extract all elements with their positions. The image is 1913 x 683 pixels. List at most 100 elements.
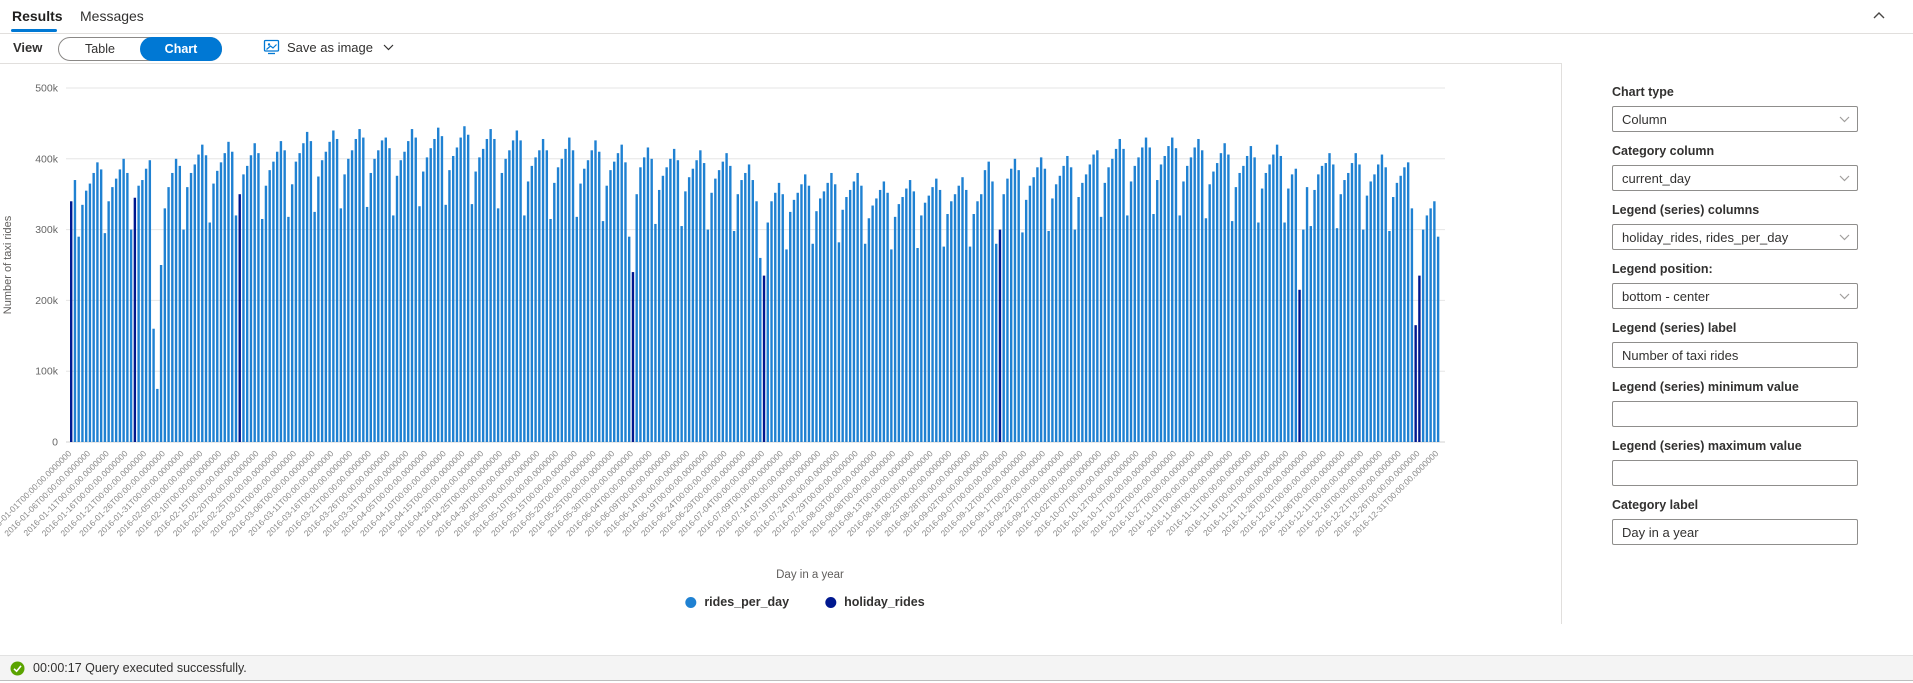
bar-rides-per-day [231,151,234,442]
bar-rides-per-day [523,215,526,442]
legend-label-input-box[interactable] [1612,342,1858,368]
bar-rides-per-day [901,197,904,442]
bar-rides-per-day [354,138,358,442]
bar-rides-per-day [1133,165,1136,442]
legend-min-input[interactable] [1622,402,1848,426]
bar-rides-per-day [845,197,848,442]
legend-position-label: Legend position: [1612,262,1713,276]
bar-rides-per-day [1227,154,1230,443]
bar-rides-per-day [204,155,208,442]
bar-rides-per-day [1287,188,1290,442]
bar-rides-per-day [635,194,638,442]
bar-rides-per-day [1073,229,1077,442]
bar-rides-per-day [96,162,99,442]
collapse-pane-button[interactable] [1871,9,1887,23]
bar-rides-per-day [616,153,620,442]
view-toggle-table[interactable]: Table [85,42,115,56]
bar-rides-per-day [1024,199,1028,442]
bar-rides-per-day [583,168,586,442]
tab-messages[interactable]: Messages [80,8,144,24]
bar-rides-per-day [1242,165,1245,442]
bar-rides-per-day [283,150,286,443]
bar-rides-per-day [399,160,402,442]
category-label-input-box[interactable] [1612,519,1858,545]
bar-rides-per-day [174,158,178,443]
bar-rides-per-day [227,141,230,442]
chart-type-select[interactable]: Column [1612,106,1858,132]
bar-rides-per-day [1043,168,1047,442]
view-toggle-chart[interactable]: Chart [140,37,222,61]
bar-rides-per-day [451,155,455,442]
bar-rides-per-day [890,249,893,442]
bar-rides-per-day [1118,138,1121,442]
bar-rides-per-day [343,174,346,442]
bar-rides-per-day [702,163,706,443]
bar-rides-per-day [556,167,560,443]
legend-item-rides_per_day[interactable]: rides_per_day [685,595,789,609]
bar-rides-per-day [324,151,328,442]
legend-max-input-box[interactable] [1612,460,1858,486]
bar-rides-per-day [751,180,754,442]
bar-rides-per-day [867,218,871,442]
bar-rides-per-day [538,150,541,443]
bar-rides-per-day [807,185,811,442]
bar-rides-per-day [493,138,496,442]
bar-rides-per-day [1429,208,1432,442]
field-category-column: Category column current_day [1612,144,1858,191]
bar-rides-per-day [1077,197,1080,442]
save-as-image-button[interactable]: Save as image [263,39,394,55]
chevron-down-icon [1839,175,1850,182]
bar-rides-per-day [1395,182,1399,442]
bar-rides-per-day [725,153,728,442]
bar-rides-per-day [972,214,975,442]
bar-rides-per-day [871,205,874,442]
bar-rides-per-day [1189,157,1193,442]
bar-rides-per-day [249,155,253,442]
bar-rides-per-day [275,151,279,442]
bar-rides-per-day [193,164,196,442]
bar-rides-per-day [1272,154,1275,443]
bar-rides-per-day [920,215,923,442]
category-label-input[interactable] [1622,520,1848,544]
bar-rides-per-day [317,176,320,442]
bar-rides-per-day [642,157,646,442]
legend-columns-value: holiday_rides, rides_per_day [1622,229,1789,245]
bar-rides-per-day [167,187,170,442]
legend-max-input[interactable] [1622,461,1848,485]
bar-rides-per-day [84,190,88,442]
bar-rides-per-day [489,129,492,442]
bar-rides-per-day [575,216,578,442]
bar-rides-per-day [1294,168,1298,442]
bar-holiday-rides [238,194,241,442]
legend-columns-select[interactable]: holiday_rides, rides_per_day [1612,224,1858,250]
bar-rides-per-day [1391,197,1395,442]
bar-rides-per-day [1088,164,1092,442]
bar-rides-per-day [373,158,376,443]
bar-rides-per-day [212,183,215,442]
legend-label-input[interactable] [1622,343,1848,367]
legend-item-holiday_rides[interactable]: holiday_rides [825,595,925,609]
bar-rides-per-day [744,172,747,442]
bar-rides-per-day [478,157,481,442]
bar-rides-per-day [305,131,309,442]
bar-rides-per-day [350,150,354,443]
bar-rides-per-day [1084,174,1088,442]
legend-position-select[interactable]: bottom - center [1612,283,1858,309]
bar-rides-per-day [99,169,103,443]
tab-results[interactable]: Results [12,8,63,24]
bar-rides-per-day [579,183,582,442]
bar-rides-per-day [418,206,421,442]
bar-rides-per-day [841,209,844,442]
category-column-select[interactable]: current_day [1612,165,1858,191]
bar-rides-per-day [804,174,807,442]
bar-rides-per-day [819,198,822,442]
bar-rides-per-day [257,153,260,442]
bar-rides-per-day [407,141,410,442]
bar-rides-per-day [908,180,912,442]
bar-rides-per-day [987,161,990,442]
bar-rides-per-day [1433,201,1436,442]
bar-rides-per-day [856,172,859,442]
bar-rides-per-day [1148,147,1151,442]
bar-rides-per-day [384,137,387,442]
legend-min-input-box[interactable] [1612,401,1858,427]
